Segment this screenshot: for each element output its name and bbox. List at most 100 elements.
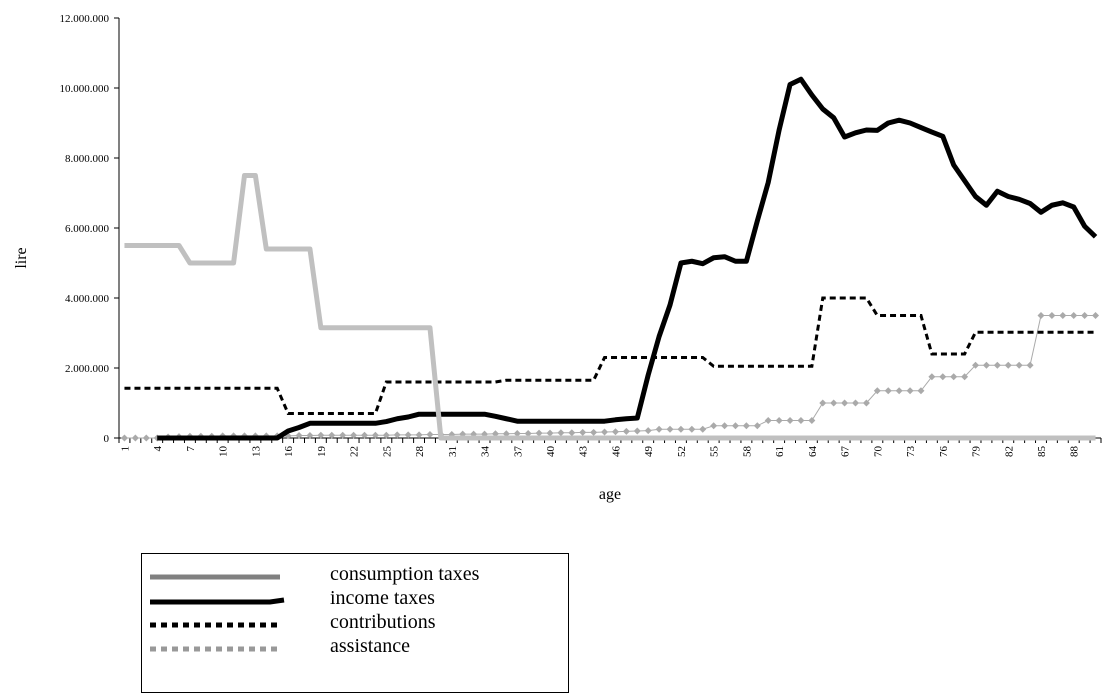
data-point-assistance: [371, 431, 379, 439]
legend-label-income-taxes: income taxes: [330, 587, 435, 609]
x-tick-label: 73: [905, 446, 917, 458]
data-point-assistance: [633, 427, 641, 435]
series-line-contributions: [124, 296, 1096, 415]
x-tick-label: 28: [414, 446, 426, 458]
data-point-assistance: [808, 417, 816, 424]
data-point-assistance: [611, 428, 619, 436]
data-point-assistance: [961, 373, 969, 381]
data-point-assistance: [699, 425, 707, 433]
data-point-assistance: [1070, 312, 1078, 319]
x-tick-label: 16: [283, 446, 295, 458]
data-point-assistance: [622, 427, 630, 435]
data-point-assistance: [1081, 312, 1089, 319]
data-point-assistance: [1004, 361, 1012, 369]
data-point-assistance: [873, 387, 881, 395]
series-line-income-taxes: [157, 76, 1098, 441]
data-point-assistance: [852, 399, 859, 407]
data-point-assistance: [142, 434, 150, 442]
data-point-assistance: [710, 422, 718, 430]
x-tick-label: 7: [185, 446, 197, 452]
x-tick-label: 4: [152, 446, 164, 452]
x-tick-label: 49: [643, 446, 655, 458]
data-point-assistance: [350, 431, 358, 439]
x-tick-label: 37: [512, 446, 524, 458]
data-point-assistance: [895, 387, 903, 395]
x-tick-label: 34: [480, 446, 492, 458]
data-point-assistance: [535, 429, 543, 437]
data-point-assistance: [306, 432, 314, 440]
data-point-assistance: [644, 427, 652, 435]
series-layer: [120, 76, 1100, 442]
data-point-assistance: [328, 431, 336, 439]
x-tick-label: 19: [316, 446, 328, 458]
legend: consumption taxes income taxes contribut…: [141, 553, 569, 693]
data-point-assistance: [120, 434, 128, 442]
data-point-assistance: [1048, 312, 1056, 319]
x-tick-label: 46: [610, 446, 622, 458]
x-axis: 1 4 7 10 13 16 19 22 25 28 31 34 37 40 43 46 49 52 55 58 61 6…: [118, 437, 1102, 458]
x-tick-label: 67: [840, 446, 852, 458]
data-point-assistance: [513, 429, 521, 437]
x-tick-label: 85: [1036, 446, 1048, 458]
data-point-assistance: [731, 422, 739, 430]
data-point-assistance: [950, 373, 958, 381]
legend-item-contributions: contributions: [142, 611, 568, 636]
data-point-assistance: [601, 428, 609, 436]
data-point-assistance: [1092, 312, 1100, 319]
y-tick-label: 6.000.000: [65, 223, 110, 235]
x-tick-label: 70: [872, 446, 884, 458]
x-tick-label: 43: [578, 446, 590, 458]
data-point-assistance: [677, 425, 685, 433]
data-point-assistance: [939, 373, 947, 381]
x-tick-label: 64: [807, 446, 819, 458]
legend-swatch-contributions: [150, 622, 280, 628]
data-point-assistance: [426, 431, 434, 438]
data-point-assistance: [993, 361, 1001, 369]
x-tick-label: 52: [676, 446, 688, 457]
data-point-assistance: [884, 387, 892, 395]
data-point-assistance: [1059, 312, 1067, 319]
data-point-assistance: [917, 387, 925, 395]
data-point-assistance: [830, 399, 838, 407]
x-axis-title: age: [599, 486, 621, 503]
data-point-assistance: [579, 428, 587, 436]
x-tick-label: 40: [545, 446, 557, 458]
data-point-assistance: [655, 425, 663, 433]
data-point-assistance: [546, 429, 554, 437]
data-point-assistance: [688, 425, 696, 433]
data-point-assistance: [339, 431, 347, 439]
y-tick-label: 10.000.000: [60, 83, 110, 95]
legend-item-income-taxes: income taxes: [142, 587, 568, 612]
data-point-assistance: [721, 422, 729, 430]
x-tick-label: 1: [119, 446, 131, 452]
data-point-assistance: [666, 425, 674, 433]
legend-item-consumption-taxes: consumption taxes: [142, 563, 568, 588]
data-point-assistance: [862, 399, 870, 407]
data-point-assistance: [775, 417, 783, 424]
x-tick-label: 76: [938, 446, 950, 458]
legend-label-contributions: contributions: [330, 611, 436, 633]
data-point-assistance: [797, 417, 805, 424]
data-point-assistance: [928, 373, 936, 381]
data-point-assistance: [557, 429, 565, 437]
data-point-assistance: [1015, 361, 1023, 369]
x-tick-label: 22: [349, 446, 361, 457]
data-point-assistance: [382, 431, 390, 439]
y-axis-title: lire: [13, 247, 30, 268]
y-axis: 0 2.000.000 4.000.000 6.000.000 8.000.000 10.…: [60, 13, 120, 445]
y-tick-label: 12.000.000: [60, 13, 110, 25]
data-point-assistance: [786, 417, 794, 424]
y-tick-label: 2.000.000: [65, 363, 110, 375]
series-income-taxes: [157, 76, 1098, 441]
y-tick-label: 0: [104, 433, 110, 445]
x-tick-label: 31: [447, 446, 459, 457]
legend-swatch-consumption-taxes: [150, 574, 280, 580]
data-point-assistance: [393, 431, 401, 439]
x-tick-label: 55: [709, 446, 721, 458]
data-point-assistance: [361, 431, 368, 439]
data-point-assistance: [1026, 361, 1034, 369]
x-tick-label: 79: [971, 446, 983, 458]
x-tick-label: 10: [218, 446, 230, 458]
legend-label-consumption-taxes: consumption taxes: [330, 563, 480, 585]
data-point-assistance: [415, 431, 423, 439]
